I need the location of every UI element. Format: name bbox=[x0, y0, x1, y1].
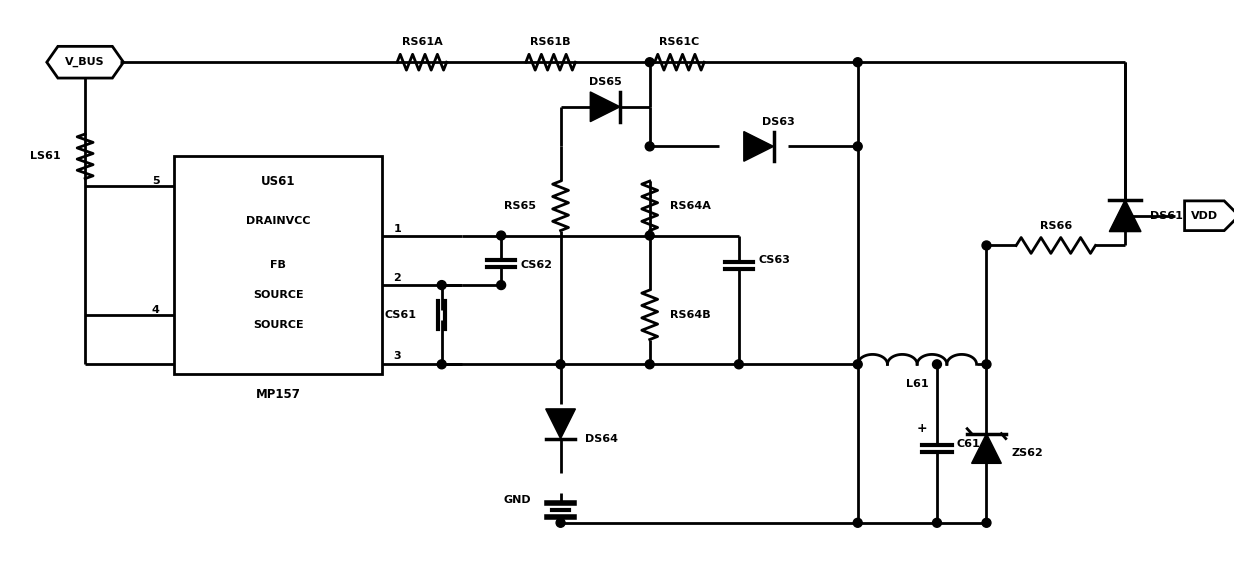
Circle shape bbox=[645, 360, 655, 369]
Text: RS66: RS66 bbox=[1039, 221, 1071, 230]
Text: DS65: DS65 bbox=[589, 77, 621, 87]
Text: 2: 2 bbox=[393, 273, 401, 283]
Text: RS64B: RS64B bbox=[670, 310, 711, 320]
Text: US61: US61 bbox=[262, 174, 295, 188]
Text: RS64A: RS64A bbox=[670, 201, 711, 211]
Text: CS63: CS63 bbox=[759, 255, 791, 266]
Text: +: + bbox=[916, 422, 928, 435]
Circle shape bbox=[556, 518, 565, 527]
Circle shape bbox=[853, 142, 862, 151]
Polygon shape bbox=[590, 92, 620, 122]
Circle shape bbox=[853, 360, 862, 369]
Text: 4: 4 bbox=[151, 305, 160, 315]
Circle shape bbox=[645, 58, 655, 67]
Circle shape bbox=[982, 518, 991, 527]
Text: CS62: CS62 bbox=[521, 260, 553, 270]
Text: VDD: VDD bbox=[1190, 211, 1218, 221]
Text: DRAINVCC: DRAINVCC bbox=[246, 216, 310, 226]
Circle shape bbox=[645, 142, 655, 151]
Text: FB: FB bbox=[270, 260, 286, 270]
Text: SOURCE: SOURCE bbox=[253, 290, 304, 300]
Circle shape bbox=[853, 58, 862, 67]
Text: DS63: DS63 bbox=[763, 116, 795, 126]
Text: C61: C61 bbox=[957, 439, 981, 449]
Text: 1: 1 bbox=[393, 223, 401, 233]
Circle shape bbox=[645, 231, 655, 240]
Text: RS61C: RS61C bbox=[660, 37, 699, 47]
Text: DS64: DS64 bbox=[585, 433, 619, 443]
Polygon shape bbox=[546, 409, 575, 439]
Text: LS61: LS61 bbox=[30, 152, 61, 161]
Text: MP157: MP157 bbox=[255, 387, 301, 401]
Circle shape bbox=[853, 518, 862, 527]
Polygon shape bbox=[972, 433, 1002, 463]
Text: 5: 5 bbox=[151, 176, 160, 186]
Text: 3: 3 bbox=[393, 352, 401, 362]
Circle shape bbox=[438, 360, 446, 369]
Bar bbox=[175, 156, 382, 374]
Polygon shape bbox=[1110, 200, 1141, 232]
Circle shape bbox=[734, 360, 743, 369]
Text: V_BUS: V_BUS bbox=[66, 57, 105, 67]
Text: DS61: DS61 bbox=[1149, 211, 1183, 221]
Text: SOURCE: SOURCE bbox=[253, 319, 304, 330]
Circle shape bbox=[497, 231, 506, 240]
Circle shape bbox=[982, 241, 991, 250]
Circle shape bbox=[556, 360, 565, 369]
Circle shape bbox=[932, 360, 941, 369]
Text: ZS62: ZS62 bbox=[1012, 449, 1043, 459]
Circle shape bbox=[932, 518, 941, 527]
Text: CS61: CS61 bbox=[384, 310, 417, 320]
Circle shape bbox=[982, 360, 991, 369]
Text: RS65: RS65 bbox=[503, 201, 536, 211]
Text: GND: GND bbox=[503, 495, 531, 505]
Text: RS61A: RS61A bbox=[402, 37, 443, 47]
Circle shape bbox=[438, 281, 446, 290]
Polygon shape bbox=[744, 132, 774, 161]
Text: L61: L61 bbox=[906, 379, 929, 389]
Circle shape bbox=[497, 281, 506, 290]
Text: RS61B: RS61B bbox=[531, 37, 570, 47]
